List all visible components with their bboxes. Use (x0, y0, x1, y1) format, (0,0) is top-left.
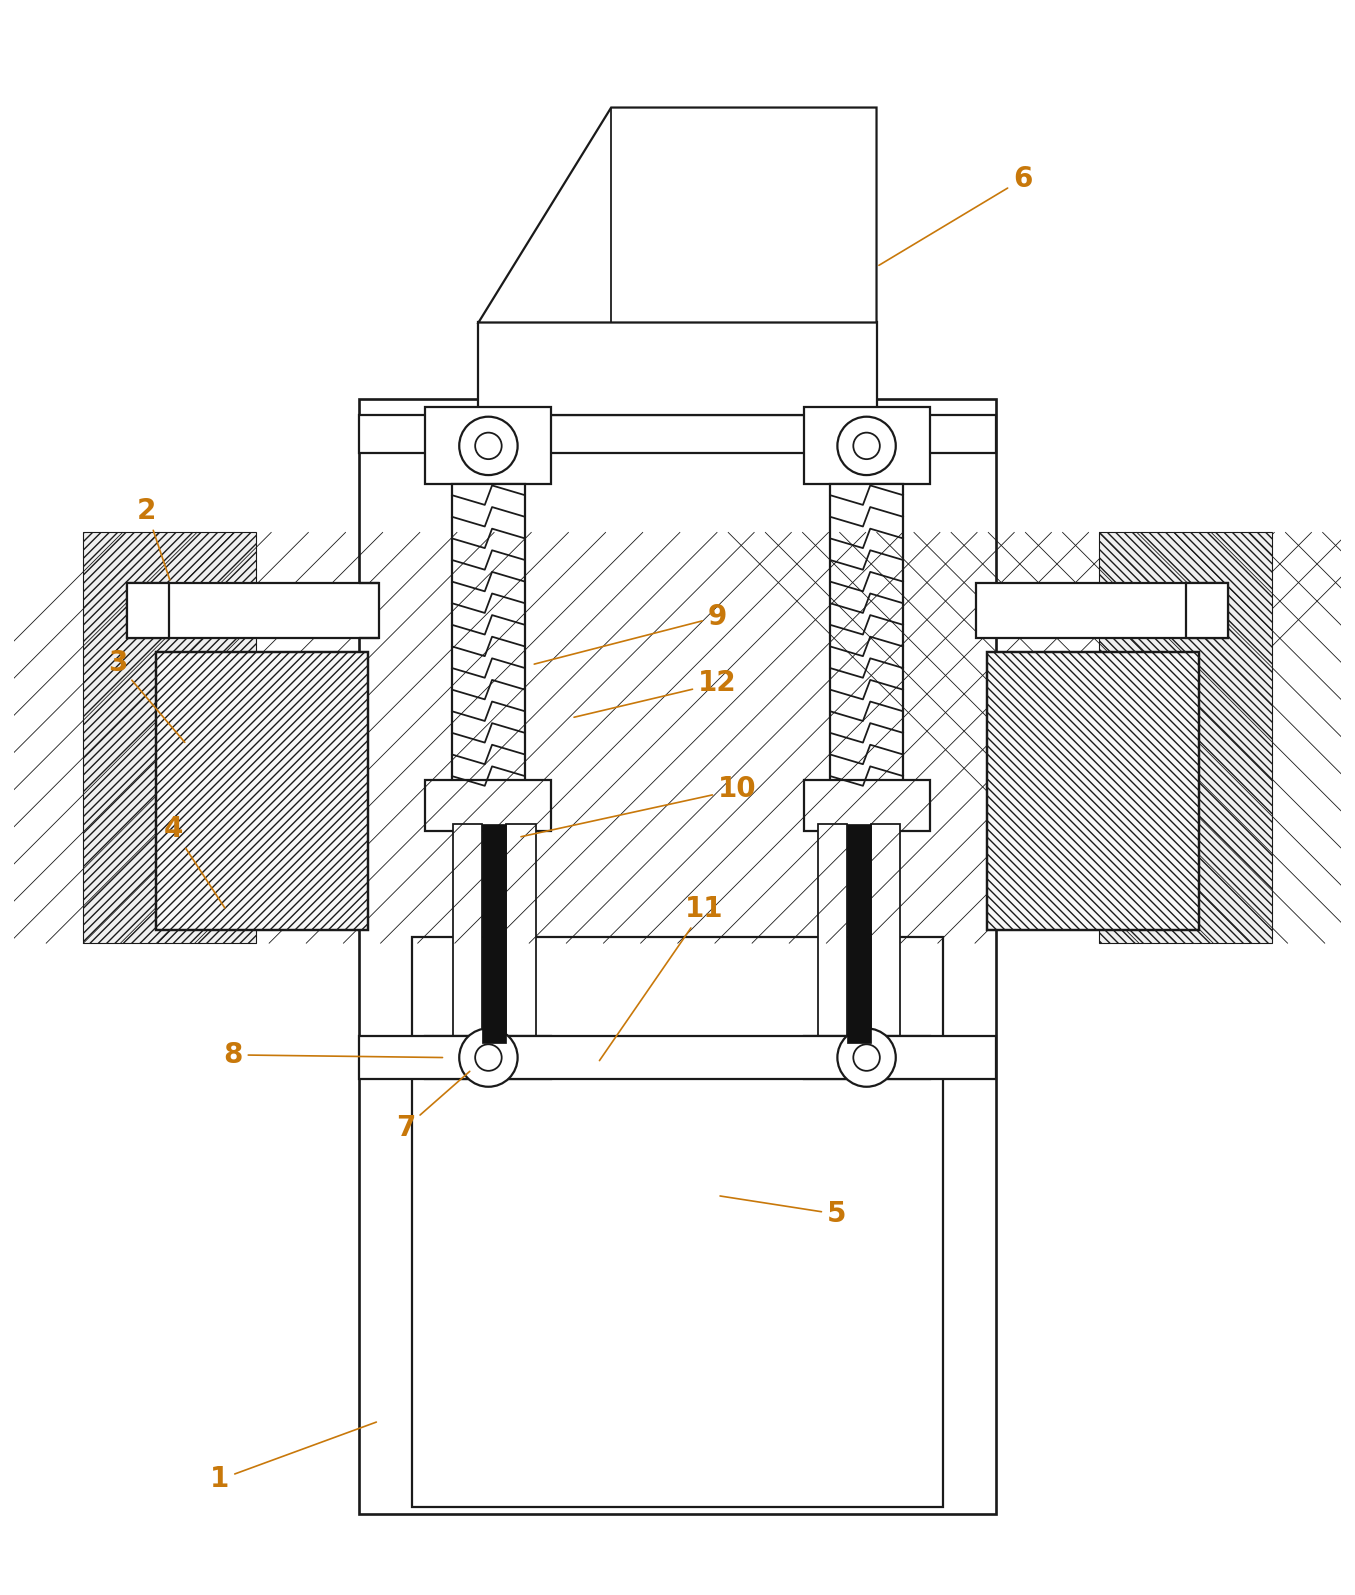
Bar (1186, 582, 1228, 638)
Bar (986, 651, 1199, 930)
Bar (412, 936, 943, 1507)
Bar (1099, 533, 1272, 944)
Bar (831, 485, 902, 786)
Bar (478, 322, 877, 415)
Circle shape (837, 416, 896, 475)
Text: 3: 3 (108, 649, 184, 742)
Bar (804, 407, 930, 485)
Bar (359, 1037, 996, 1078)
Text: 5: 5 (720, 1196, 847, 1228)
Bar (804, 780, 930, 831)
Bar (454, 825, 482, 1043)
Circle shape (459, 416, 518, 475)
Bar (425, 780, 551, 831)
Text: 12: 12 (575, 670, 737, 718)
Bar (425, 1037, 551, 1078)
Text: 7: 7 (396, 1072, 470, 1142)
Bar (83, 533, 256, 944)
Circle shape (854, 432, 879, 459)
Bar (453, 485, 524, 786)
Polygon shape (478, 107, 877, 322)
Bar (871, 825, 901, 1043)
Bar (425, 407, 551, 485)
Bar (156, 651, 369, 930)
Bar (482, 825, 507, 1043)
Text: 11: 11 (599, 895, 724, 1061)
Circle shape (459, 1029, 518, 1086)
Circle shape (476, 1045, 501, 1070)
Bar (976, 582, 1228, 638)
Bar (818, 825, 847, 1043)
Text: 2: 2 (137, 498, 169, 581)
Text: 4: 4 (164, 815, 225, 908)
Circle shape (837, 1029, 896, 1086)
Text: 1: 1 (210, 1423, 377, 1493)
Bar (507, 825, 535, 1043)
Circle shape (476, 432, 501, 459)
Circle shape (854, 1045, 879, 1070)
Bar (847, 825, 871, 1043)
Text: 9: 9 (534, 603, 726, 664)
Bar (804, 1037, 930, 1078)
Bar (359, 399, 996, 1514)
Text: 6: 6 (879, 166, 1033, 265)
Text: 10: 10 (520, 775, 756, 837)
Bar (127, 582, 169, 638)
Bar (359, 415, 996, 453)
Bar (127, 582, 379, 638)
Text: 8: 8 (224, 1042, 443, 1069)
